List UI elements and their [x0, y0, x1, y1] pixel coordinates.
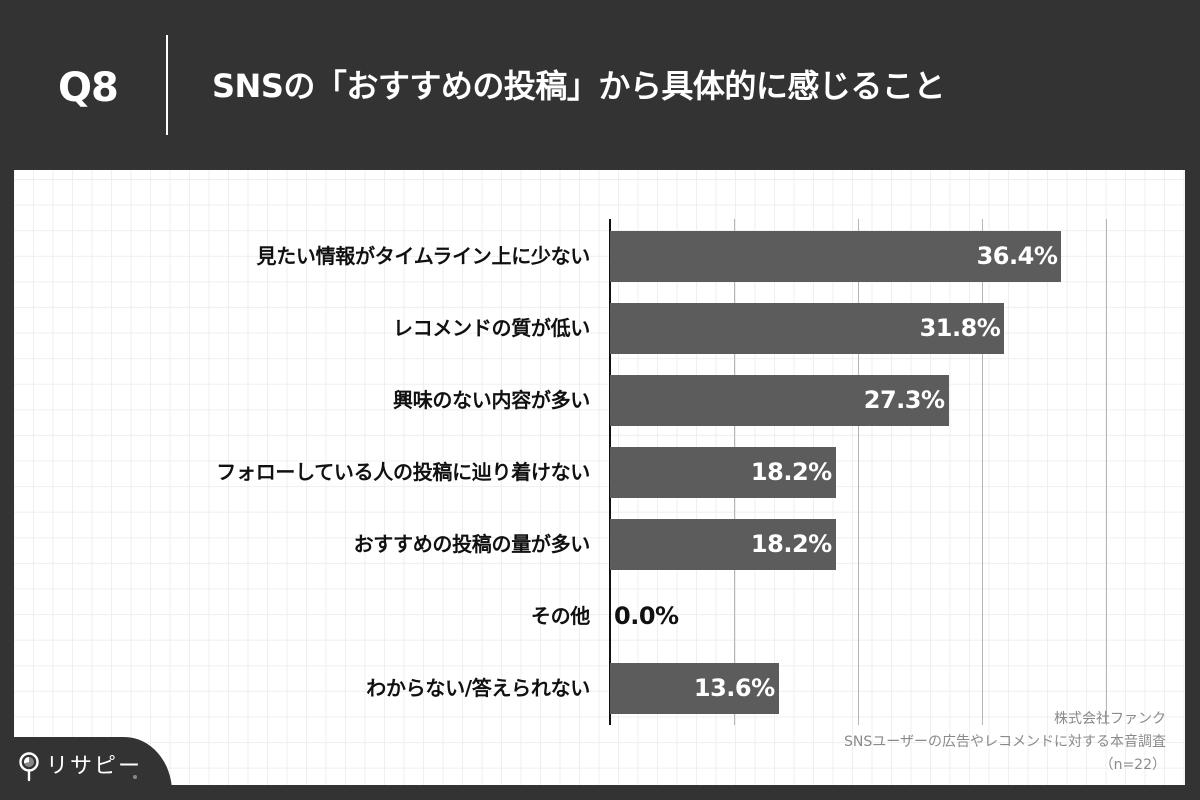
header: Q8 SNSの「おすすめの投稿」から具体的に感じること [0, 0, 1200, 170]
bar [610, 375, 949, 426]
map-pin-pie-icon [19, 752, 39, 782]
bar [610, 663, 779, 714]
category-label: おすすめの投稿の量が多い [353, 532, 591, 556]
bar [610, 519, 836, 570]
category-label: フォローしている人の投稿に辿り着けない [216, 460, 590, 484]
bar-row: レコメンドの質が低い 31.8% [14, 303, 1185, 354]
category-label: わからない/答えられない [366, 676, 590, 700]
bar-row: フォローしている人の投稿に辿り着けない 18.2% [14, 447, 1185, 498]
bar-row: わからない/答えられない 13.6% [14, 663, 1185, 714]
bar-row: 見たい情報がタイムライン上に少ない 36.4% [14, 231, 1185, 282]
logo-text: リサピー [46, 754, 143, 779]
value-label: 0.0% [614, 602, 679, 630]
chart-title: SNSの「おすすめの投稿」から具体的に感じること [212, 67, 945, 105]
chart-panel: 見たい情報がタイムライン上に少ない 36.4% レコメンドの質が低い 31.8% 興味の… [14, 170, 1185, 785]
source-survey: SNSユーザーの広告やレコメンドに対する本音調査 [844, 734, 1166, 750]
value-label: 27.3% [863, 386, 945, 414]
value-label: 36.4% [976, 242, 1058, 270]
gridline [981, 219, 983, 725]
source-note: 株式会社ファンク SNSユーザーの広告やレコメンドに対する本音調査 （n=22） [844, 708, 1166, 777]
bar-row: おすすめの投稿の量が多い 18.2% [14, 519, 1185, 570]
source-sample-size: （n=22） [1099, 757, 1166, 773]
category-label: 見たい情報がタイムライン上に少ない [256, 244, 591, 268]
question-number: Q8 [58, 65, 119, 111]
bar-row: その他 0.0% [14, 591, 1185, 642]
bar [610, 231, 1062, 282]
value-label: 13.6% [693, 674, 775, 702]
bar [610, 303, 1005, 354]
category-label: その他 [530, 604, 590, 628]
header-divider [166, 35, 168, 135]
logo-tab [0, 737, 172, 800]
logo: リサピー [18, 752, 142, 782]
category-label: 興味のない内容が多い [393, 388, 590, 412]
gridline [1105, 219, 1107, 725]
bar-row: 興味のない内容が多い 27.3% [14, 375, 1185, 426]
gridline [857, 219, 859, 725]
value-label: 18.2% [750, 458, 832, 486]
category-label: レコメンドの質が低い [393, 316, 590, 340]
bar [610, 447, 836, 498]
source-company: 株式会社ファンク [1054, 711, 1166, 727]
logo-dot [133, 775, 137, 779]
value-label: 18.2% [750, 530, 832, 558]
value-label: 31.8% [919, 314, 1001, 342]
